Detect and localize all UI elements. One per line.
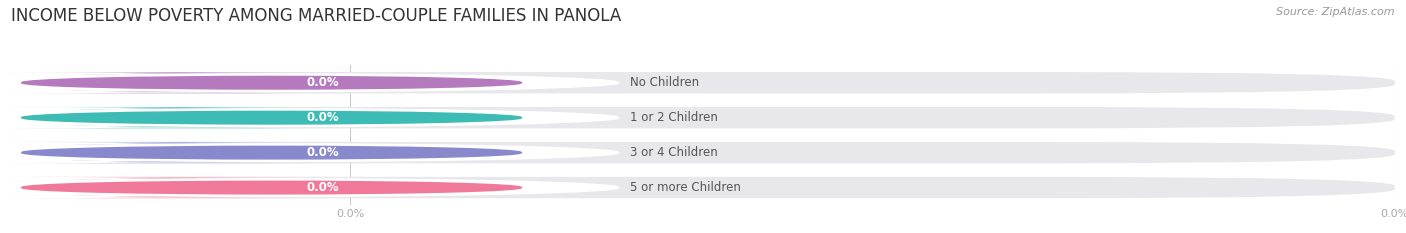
FancyBboxPatch shape bbox=[11, 72, 1395, 93]
FancyBboxPatch shape bbox=[0, 72, 371, 93]
Text: 0.0%: 0.0% bbox=[307, 146, 339, 159]
Text: 0.0%: 0.0% bbox=[307, 76, 339, 89]
Circle shape bbox=[21, 111, 522, 124]
Circle shape bbox=[21, 146, 522, 159]
Text: No Children: No Children bbox=[630, 76, 699, 89]
Text: 1 or 2 Children: 1 or 2 Children bbox=[630, 111, 717, 124]
FancyBboxPatch shape bbox=[11, 107, 1395, 128]
Circle shape bbox=[0, 144, 619, 161]
Text: 5 or more Children: 5 or more Children bbox=[630, 181, 741, 194]
Circle shape bbox=[0, 74, 619, 92]
FancyBboxPatch shape bbox=[11, 142, 1395, 163]
FancyBboxPatch shape bbox=[0, 107, 371, 128]
Circle shape bbox=[0, 179, 619, 196]
Text: 3 or 4 Children: 3 or 4 Children bbox=[630, 146, 717, 159]
Circle shape bbox=[21, 181, 522, 194]
FancyBboxPatch shape bbox=[0, 142, 371, 163]
Text: 0.0%: 0.0% bbox=[307, 181, 339, 194]
Circle shape bbox=[21, 76, 522, 89]
Text: Source: ZipAtlas.com: Source: ZipAtlas.com bbox=[1277, 7, 1395, 17]
Text: INCOME BELOW POVERTY AMONG MARRIED-COUPLE FAMILIES IN PANOLA: INCOME BELOW POVERTY AMONG MARRIED-COUPL… bbox=[11, 7, 621, 25]
FancyBboxPatch shape bbox=[0, 177, 371, 198]
Circle shape bbox=[0, 109, 619, 127]
Text: 0.0%: 0.0% bbox=[307, 111, 339, 124]
FancyBboxPatch shape bbox=[11, 177, 1395, 198]
